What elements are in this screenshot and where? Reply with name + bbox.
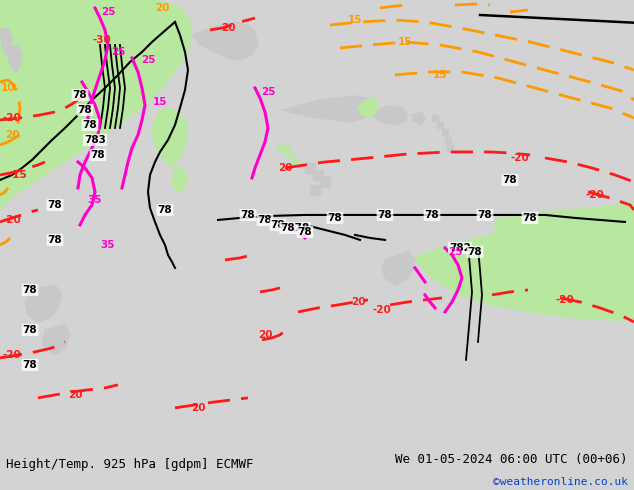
Text: 78: 78	[328, 213, 342, 223]
Text: 78: 78	[522, 213, 537, 223]
Text: -20: -20	[373, 305, 391, 315]
Text: 78: 78	[73, 90, 87, 100]
Text: 78: 78	[48, 235, 62, 245]
Text: 78: 78	[257, 215, 273, 225]
Text: 10: 10	[1, 83, 15, 93]
Text: -15: -15	[9, 170, 27, 180]
Polygon shape	[373, 106, 408, 125]
Polygon shape	[445, 137, 451, 143]
Text: 25: 25	[141, 55, 155, 65]
Text: 78: 78	[158, 205, 172, 215]
Text: 35: 35	[101, 240, 115, 250]
Polygon shape	[152, 108, 188, 165]
Text: 78: 78	[425, 210, 439, 220]
Text: -20: -20	[555, 295, 574, 305]
Text: -20: -20	[586, 190, 604, 200]
Text: 20: 20	[351, 297, 365, 307]
Polygon shape	[432, 115, 438, 121]
Text: -20: -20	[510, 153, 529, 163]
Text: -20: -20	[3, 215, 22, 225]
Text: 78: 78	[378, 210, 392, 220]
Text: -20: -20	[3, 113, 22, 123]
Text: We 01-05-2024 06:00 UTC (00+06): We 01-05-2024 06:00 UTC (00+06)	[395, 453, 628, 466]
Polygon shape	[192, 22, 258, 60]
Polygon shape	[0, 28, 12, 55]
Text: 78: 78	[91, 150, 105, 160]
Polygon shape	[277, 145, 289, 151]
Text: 20: 20	[68, 390, 82, 400]
Polygon shape	[285, 153, 295, 157]
Polygon shape	[172, 165, 188, 192]
Polygon shape	[25, 285, 62, 322]
Polygon shape	[305, 163, 315, 173]
Polygon shape	[358, 98, 378, 118]
Text: 7878: 7878	[280, 223, 309, 233]
Text: 25: 25	[448, 247, 462, 257]
Text: 15: 15	[398, 37, 412, 47]
Polygon shape	[282, 96, 372, 122]
Polygon shape	[0, 0, 192, 210]
Text: 78: 78	[23, 325, 37, 335]
Text: 78: 78	[241, 210, 256, 220]
Text: 35: 35	[87, 195, 102, 205]
Text: 78: 78	[468, 247, 482, 257]
Text: 78: 78	[23, 360, 37, 370]
Polygon shape	[310, 185, 320, 195]
Text: 782: 782	[449, 243, 471, 253]
Text: 20: 20	[221, 23, 235, 33]
Text: ©weatheronline.co.uk: ©weatheronline.co.uk	[493, 477, 628, 487]
Polygon shape	[382, 252, 415, 285]
Text: 78: 78	[78, 105, 93, 115]
Text: 25: 25	[101, 7, 115, 17]
Text: 25: 25	[111, 47, 126, 57]
Polygon shape	[447, 145, 453, 151]
Text: 20: 20	[191, 403, 205, 413]
Polygon shape	[442, 129, 448, 135]
Text: 783: 783	[84, 135, 106, 145]
Polygon shape	[437, 122, 443, 128]
Text: Height/Temp. 925 hPa [gdpm] ECMWF: Height/Temp. 925 hPa [gdpm] ECMWF	[6, 459, 254, 471]
Text: 78: 78	[503, 175, 517, 185]
Text: 78: 78	[82, 120, 97, 130]
Polygon shape	[415, 218, 634, 320]
Polygon shape	[412, 112, 425, 125]
Text: -30: -30	[93, 35, 112, 45]
Polygon shape	[495, 202, 634, 280]
Text: 20: 20	[155, 3, 169, 13]
Text: 78: 78	[298, 227, 313, 237]
Polygon shape	[313, 170, 323, 180]
Text: 78: 78	[271, 220, 285, 230]
Polygon shape	[8, 45, 22, 72]
Polygon shape	[320, 177, 330, 187]
Text: 15: 15	[433, 70, 447, 80]
Text: -20: -20	[3, 350, 22, 360]
Text: 15: 15	[153, 97, 167, 107]
Text: 20: 20	[4, 130, 19, 140]
Text: 78: 78	[477, 210, 493, 220]
Text: 78: 78	[23, 285, 37, 295]
Text: 20: 20	[258, 330, 272, 340]
Text: 15: 15	[348, 15, 362, 25]
Text: 78: 78	[48, 200, 62, 210]
Text: 25: 25	[261, 87, 275, 97]
Text: 20: 20	[278, 163, 292, 173]
Polygon shape	[42, 325, 70, 355]
Polygon shape	[291, 160, 299, 164]
